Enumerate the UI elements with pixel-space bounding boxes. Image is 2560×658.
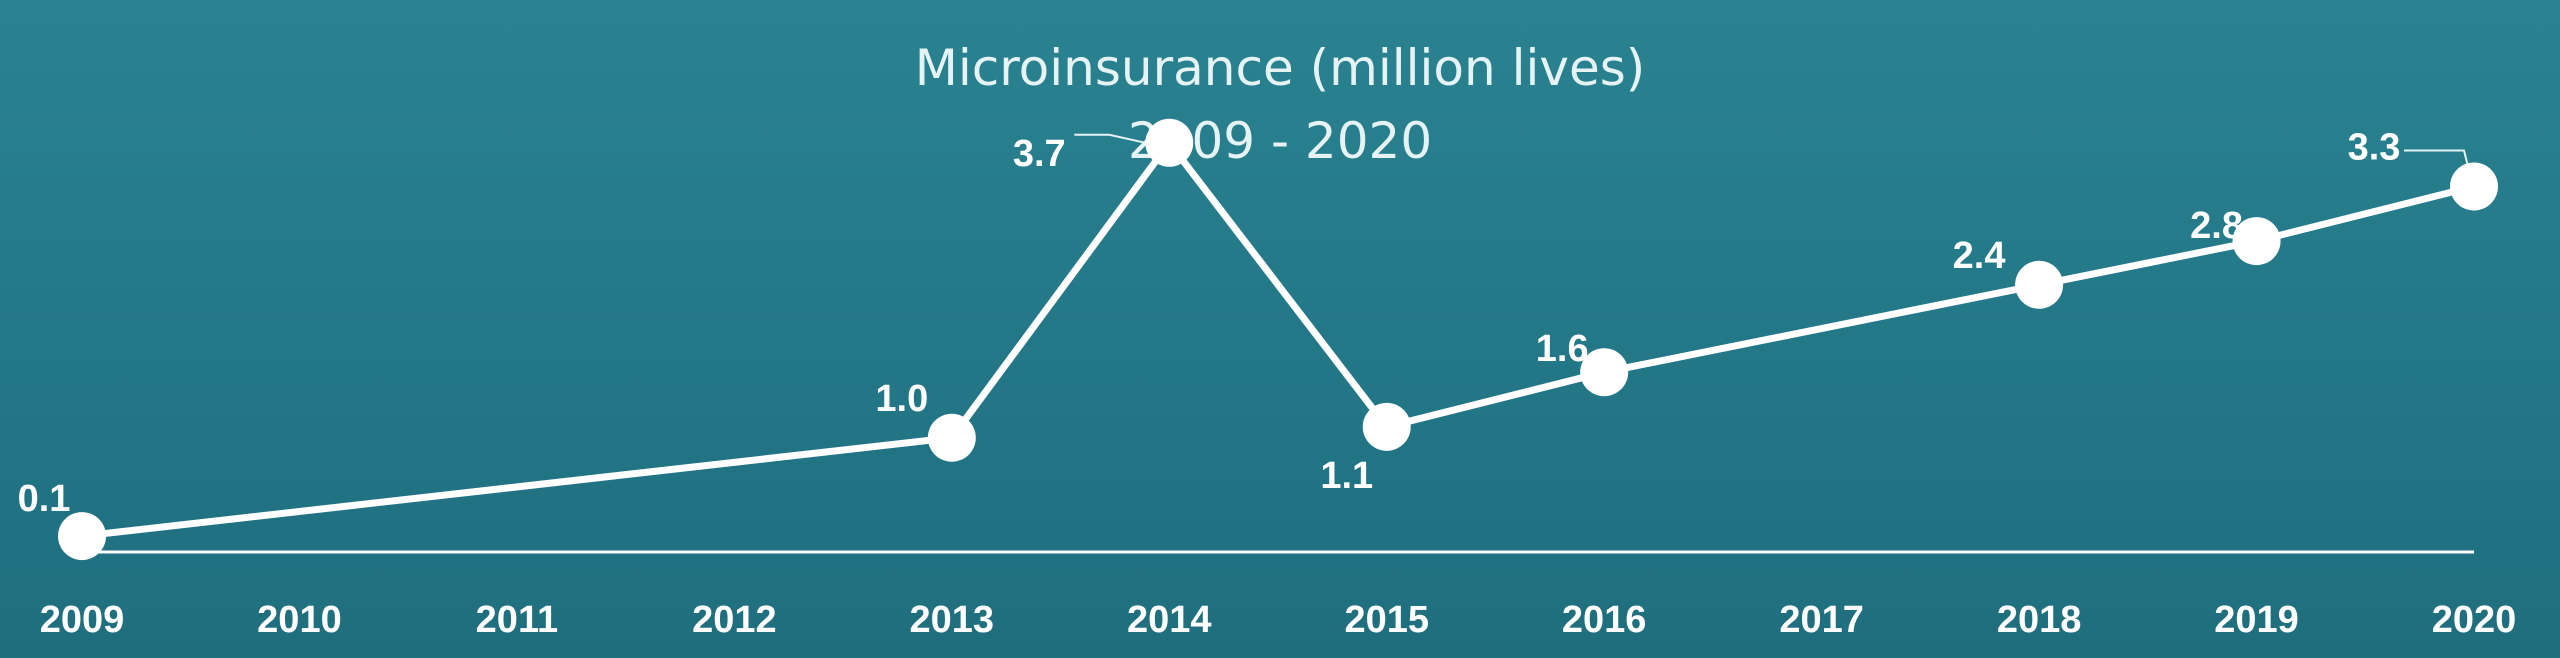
data-point-2018 — [2015, 260, 2064, 309]
data-label-2013: 1.0 — [875, 378, 928, 420]
x-tick-2011: 2011 — [476, 599, 558, 641]
data-labels: 0.1 1.0 3.7 1.1 1.6 2.4 2.8 3.3 — [18, 126, 2401, 520]
leader-line-2014 — [1074, 133, 1146, 144]
data-point-2009 — [58, 512, 106, 561]
data-point-2014 — [1145, 118, 1194, 167]
data-label-2020: 3.3 — [2348, 126, 2401, 168]
x-tick-2010: 2010 — [257, 599, 342, 641]
data-label-2016: 1.6 — [1536, 328, 1589, 370]
x-tick-2015: 2015 — [1344, 599, 1429, 641]
x-tick-2020: 2020 — [2432, 599, 2517, 641]
series-line — [81, 139, 2475, 540]
data-label-2009: 0.1 — [18, 478, 71, 520]
data-label-2014: 3.7 — [1013, 133, 1066, 175]
data-label-2018: 2.4 — [1953, 235, 2006, 277]
x-tick-2009: 2009 — [40, 599, 125, 641]
data-label-2015: 1.1 — [1320, 455, 1373, 497]
data-point-2019 — [2232, 217, 2281, 266]
x-tick-2017: 2017 — [1779, 599, 1864, 641]
label-leader-lines — [1074, 133, 2469, 167]
data-point-2016 — [1580, 348, 1629, 397]
data-point-2020 — [2450, 162, 2498, 211]
x-tick-2013: 2013 — [910, 599, 995, 641]
x-tick-2014: 2014 — [1127, 599, 1212, 641]
chart-title: Microinsurance (million lives) — [915, 39, 1646, 97]
leader-line-2020 — [2404, 149, 2469, 167]
data-point-2015 — [1362, 402, 1411, 451]
data-point-2013 — [927, 413, 976, 462]
x-tick-2012: 2012 — [692, 599, 777, 641]
x-tick-labels: 2009 2010 2011 2012 2013 2014 2015 2016 2017 2018… — [40, 599, 2517, 641]
x-tick-2016: 2016 — [1562, 599, 1647, 641]
x-tick-2018: 2018 — [1997, 599, 2082, 641]
data-points — [58, 118, 2498, 561]
x-tick-2019: 2019 — [2214, 599, 2299, 641]
data-label-2019: 2.8 — [2190, 205, 2243, 247]
